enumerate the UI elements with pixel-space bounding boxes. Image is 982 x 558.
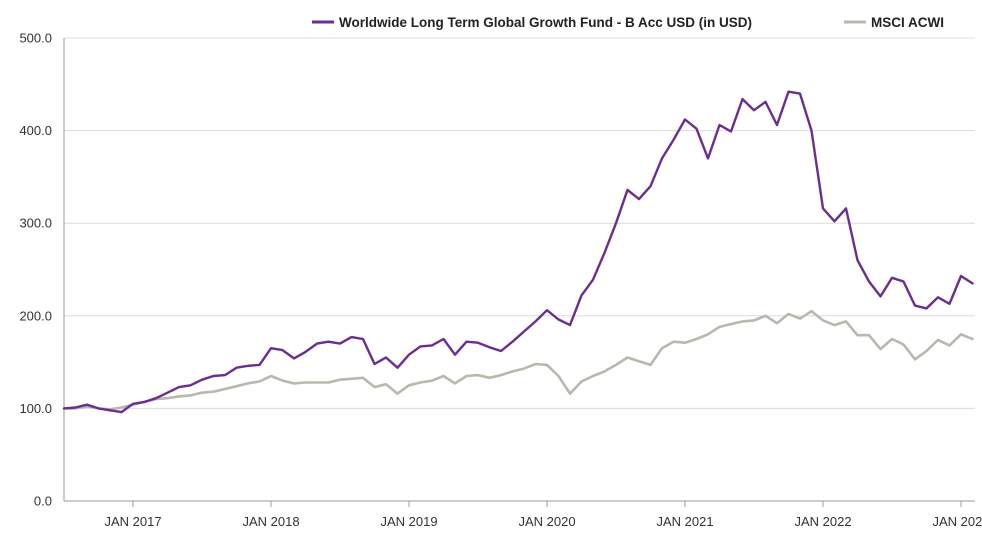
y-tick-label: 500.0 (19, 31, 52, 46)
y-tick-label: 300.0 (19, 216, 52, 231)
y-tick-label: 400.0 (19, 123, 52, 138)
legend-label-fund: Worldwide Long Term Global Growth Fund -… (339, 15, 752, 30)
x-tick-label: JAN 2022 (794, 514, 851, 529)
series-group (62, 90, 974, 414)
x-tick-label: JAN 2017 (104, 514, 161, 529)
x-tick-label: JAN 2018 (242, 514, 299, 529)
x-axis: JAN 2017 JAN 2018 JAN 2019 JAN 2020 JAN 2021… (64, 500, 982, 529)
y-axis: 0.0 100.0 200.0 300.0 400.0 500.0 (19, 31, 65, 509)
x-tick-label: JAN 2023 (932, 514, 982, 529)
gridlines (64, 37, 975, 409)
legend-label-msci: MSCI ACWI (871, 15, 944, 30)
legend: Worldwide Long Term Global Growth Fund -… (312, 15, 944, 30)
legend-item-fund[interactable]: Worldwide Long Term Global Growth Fund -… (312, 15, 752, 30)
x-tick-label: JAN 2021 (656, 514, 713, 529)
y-tick-label: 200.0 (19, 308, 52, 323)
y-tick-label: 0.0 (34, 494, 52, 509)
legend-item-msci[interactable]: MSCI ACWI (844, 15, 944, 30)
series-line-msci[interactable] (62, 309, 974, 411)
series-line-fund[interactable] (62, 90, 974, 414)
x-tick-label: JAN 2020 (518, 514, 575, 529)
y-tick-label: 100.0 (19, 401, 52, 416)
x-tick-label: JAN 2019 (380, 514, 437, 529)
